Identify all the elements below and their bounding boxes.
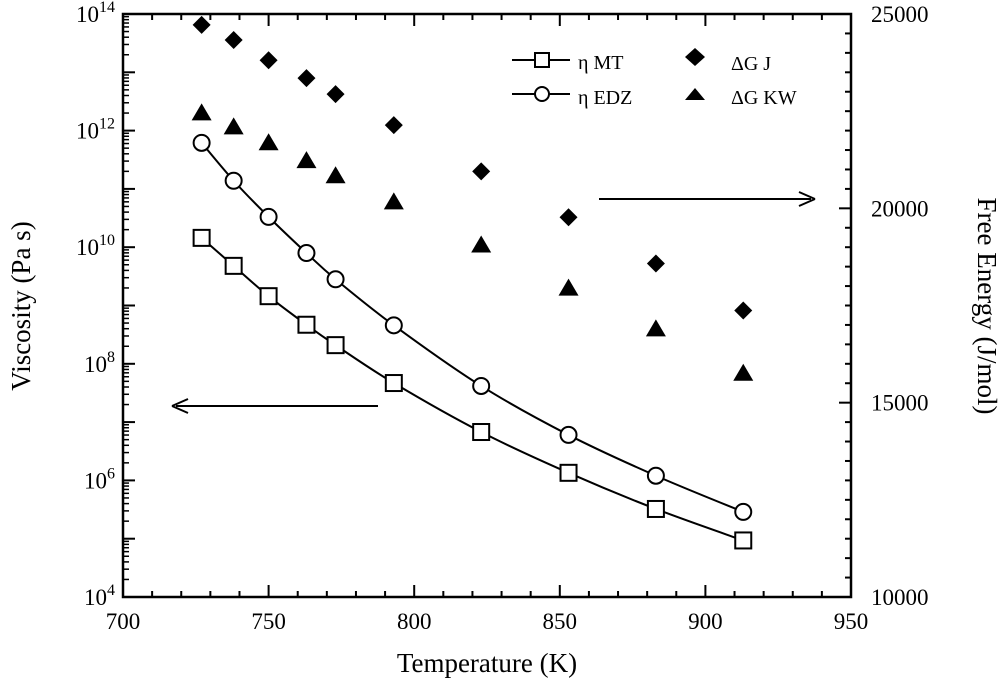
point-dg-j [559,208,578,227]
x-tick-label: 900 [688,609,723,634]
legend-item-eta-mt: η MT [512,52,623,74]
legend-label: ΔG KW [731,87,797,109]
point-dg-j [224,31,243,50]
point-dg-j [297,69,316,88]
point-dg-j [646,254,665,273]
point-eta-edz [192,133,211,152]
point-dg-j [192,15,211,34]
legend-label: ΔG J [731,53,771,75]
legend-item-dg-kw: ΔG KW [685,87,797,109]
legend-item-dg-j: ΔG J [685,48,771,75]
point-dg-kw [325,166,346,184]
point-eta-edz [559,425,578,444]
point-eta-mt [646,499,665,518]
y-tick-label: 108 [84,349,115,377]
y2-tick-label: 20000 [871,196,929,221]
point-eta-mt [734,531,753,550]
y-tick-label: 106 [84,465,115,493]
point-dg-j [734,301,753,320]
point-dg-kw [258,133,279,151]
point-eta-edz [326,270,345,289]
point-eta-edz [224,171,243,190]
point-dg-j [259,51,278,70]
point-eta-edz [384,316,403,335]
point-dg-j [384,116,403,135]
x-tick-label: 850 [543,609,578,634]
point-eta-edz [259,207,278,226]
y2-tick-label: 15000 [871,391,929,416]
x-axis-title: Temperature (K) [397,648,577,678]
y-tick-label: 1010 [76,232,115,260]
point-dg-kw [296,151,317,169]
y-tick-label: 1012 [76,116,115,144]
y2-tick-label: 10000 [871,585,929,610]
point-eta-mt [192,228,211,247]
point-eta-edz [472,376,491,395]
tick-labels: 700 750 800 850 900 950 104 106 108 1010 1012 1014 1… [76,0,929,634]
point-dg-kw [223,117,244,135]
y2-axis-title: Free Energy (J/mol) [972,198,1000,415]
legend: η MT η EDZ ΔG J ΔG KW [512,48,797,109]
point-eta-edz [297,244,316,263]
point-dg-kw [558,278,579,296]
point-dg-kw [383,192,404,210]
point-dg-j [326,85,345,104]
point-dg-j [472,162,491,181]
x-tick-label: 950 [834,609,869,634]
x-tick-label: 750 [251,609,286,634]
data-marks [191,15,754,550]
y2-tick-label: 25000 [871,2,929,27]
point-eta-edz [646,466,665,485]
y-axis-title: Viscosity (Pa s) [6,221,36,390]
point-dg-kw [645,319,666,337]
point-eta-mt [472,423,491,442]
point-dg-kw [471,235,492,253]
plot-frame [121,12,853,599]
series-line-0 [200,237,744,542]
point-eta-mt [326,336,345,355]
point-eta-mt [297,315,316,334]
point-eta-edz [734,502,753,521]
point-eta-mt [384,374,403,393]
point-dg-kw [733,363,754,381]
point-dg-kw [191,103,212,121]
x-tick-label: 800 [397,609,432,634]
legend-item-eta-edz: η EDZ [512,86,632,109]
x-tick-label: 700 [106,609,141,634]
legend-label: η MT [578,52,623,74]
point-eta-mt [259,287,278,306]
y-tick-label: 104 [84,582,115,610]
point-eta-mt [559,463,578,482]
arrow-right-axis [599,191,816,207]
point-eta-mt [224,256,243,275]
arrow-left-axis [171,398,378,414]
y-tick-label: 1014 [76,0,115,27]
legend-label: η EDZ [578,87,632,109]
